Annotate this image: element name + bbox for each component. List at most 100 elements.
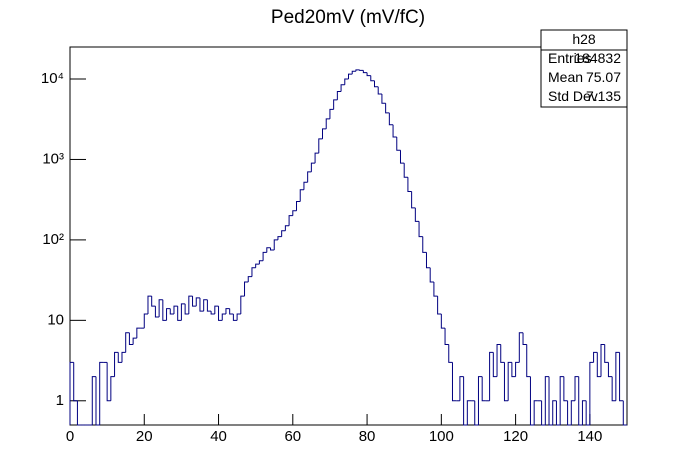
histogram-bin: [518, 332, 524, 363]
histogram-bin: [173, 305, 178, 314]
histogram-bin: [162, 299, 167, 321]
histogram-bin: [607, 362, 613, 378]
histogram-bin: [615, 351, 620, 401]
histogram-bin: [69, 361, 74, 425]
histogram-bin: [325, 118, 330, 129]
histogram-bin: [199, 297, 204, 312]
histogram-bin: [373, 80, 379, 88]
histogram-bin: [277, 236, 282, 240]
histogram-bin: [121, 351, 126, 363]
y-tick-label: 10²: [42, 231, 64, 248]
histogram-bin: [555, 400, 561, 426]
x-tick-label: 80: [359, 428, 376, 445]
histogram-bin: [296, 201, 301, 211]
histogram-bin: [418, 221, 423, 238]
histogram-bin: [192, 296, 197, 307]
histogram-bin: [262, 251, 267, 261]
histogram-bin: [526, 344, 531, 378]
histogram-bin: [466, 400, 472, 425]
histogram-bin: [385, 103, 390, 114]
histogram-bin: [333, 99, 338, 110]
histogram-bin: [422, 236, 427, 253]
histogram-bin: [574, 376, 579, 401]
histogram-bin: [117, 352, 122, 363]
histogram-bin: [496, 344, 501, 377]
y-tick-label: 10⁴: [41, 70, 64, 87]
histogram-bin: [474, 400, 479, 426]
histogram-bin: [322, 128, 327, 139]
histogram-bin: [552, 400, 557, 425]
x-tick-label: 0: [66, 428, 74, 445]
histogram-bin: [266, 247, 271, 253]
histogram-bin: [180, 303, 186, 321]
histogram-bin: [451, 362, 457, 402]
histogram-bin: [500, 344, 505, 363]
histogram-bin: [225, 308, 230, 314]
histogram-bin: [114, 351, 119, 377]
histogram-bin: [310, 162, 316, 172]
histogram-bin: [581, 400, 587, 425]
histogram-bin: [522, 332, 527, 346]
x-tick-label: 140: [577, 428, 602, 445]
histogram-bin: [76, 400, 82, 426]
histogram-bin: [247, 276, 252, 282]
histogram-bin: [110, 376, 115, 401]
histogram-bin: [388, 112, 394, 126]
histogram-bin: [619, 352, 624, 402]
histogram-bin: [169, 308, 174, 315]
histogram-bin: [377, 86, 382, 95]
histogram-bin: [425, 252, 431, 269]
histogram-bin: [329, 108, 334, 119]
histogram-bin: [95, 376, 100, 426]
histogram-bin: [132, 337, 137, 345]
histogram-bin: [284, 225, 290, 231]
histogram-bin: [151, 296, 156, 307]
histogram-bin: [370, 75, 375, 82]
histogram-bin: [106, 362, 111, 402]
histogram-bin: [533, 400, 538, 425]
histogram-bin: [221, 313, 226, 321]
x-tick-label: 40: [210, 428, 227, 445]
histogram-bin: [214, 305, 219, 314]
histogram-bin: [585, 400, 590, 426]
histogram-bin: [281, 230, 286, 237]
histogram-bin: [307, 171, 312, 183]
stats-value: 75.07: [586, 69, 621, 85]
stats-label: Entries: [548, 50, 592, 66]
y-tick-label: 1: [56, 392, 64, 409]
histogram-bin: [407, 177, 412, 192]
histogram-bin: [99, 361, 104, 425]
x-tick-label: 60: [284, 428, 301, 445]
histogram-bin: [258, 260, 264, 265]
histogram-bin: [403, 163, 408, 178]
histogram-bin: [570, 400, 576, 425]
histogram-bin: [366, 72, 371, 77]
histogram-bin: [184, 303, 189, 315]
histogram-bin: [440, 313, 446, 329]
histogram-bin: [411, 191, 416, 209]
histogram-bin: [292, 210, 297, 216]
histogram-bin: [529, 376, 535, 426]
histogram-bin: [396, 137, 401, 151]
histogram-bin: [125, 332, 130, 353]
histogram-bin: [73, 362, 78, 402]
histogram-bin: [314, 152, 319, 164]
histogram-bin: [429, 267, 434, 283]
stats-value: 184832: [574, 50, 621, 66]
histogram-bin: [218, 306, 223, 321]
histogram-bin: [288, 215, 293, 226]
histogram-bin: [481, 376, 486, 402]
histogram-bin: [348, 73, 353, 80]
histogram-bin: [91, 376, 96, 425]
chart-title: Ped20mV (mV/fC): [271, 7, 425, 28]
histogram-bin: [444, 328, 449, 346]
histogram-bin: [548, 376, 553, 426]
histogram-bin: [503, 362, 509, 402]
stats-name: h28: [572, 31, 596, 47]
x-tick-label: 100: [429, 428, 454, 445]
histogram-bin: [240, 295, 245, 314]
histogram-bin: [166, 308, 171, 321]
stats-label: Std Dev: [548, 88, 598, 104]
histogram-bin: [351, 70, 356, 75]
